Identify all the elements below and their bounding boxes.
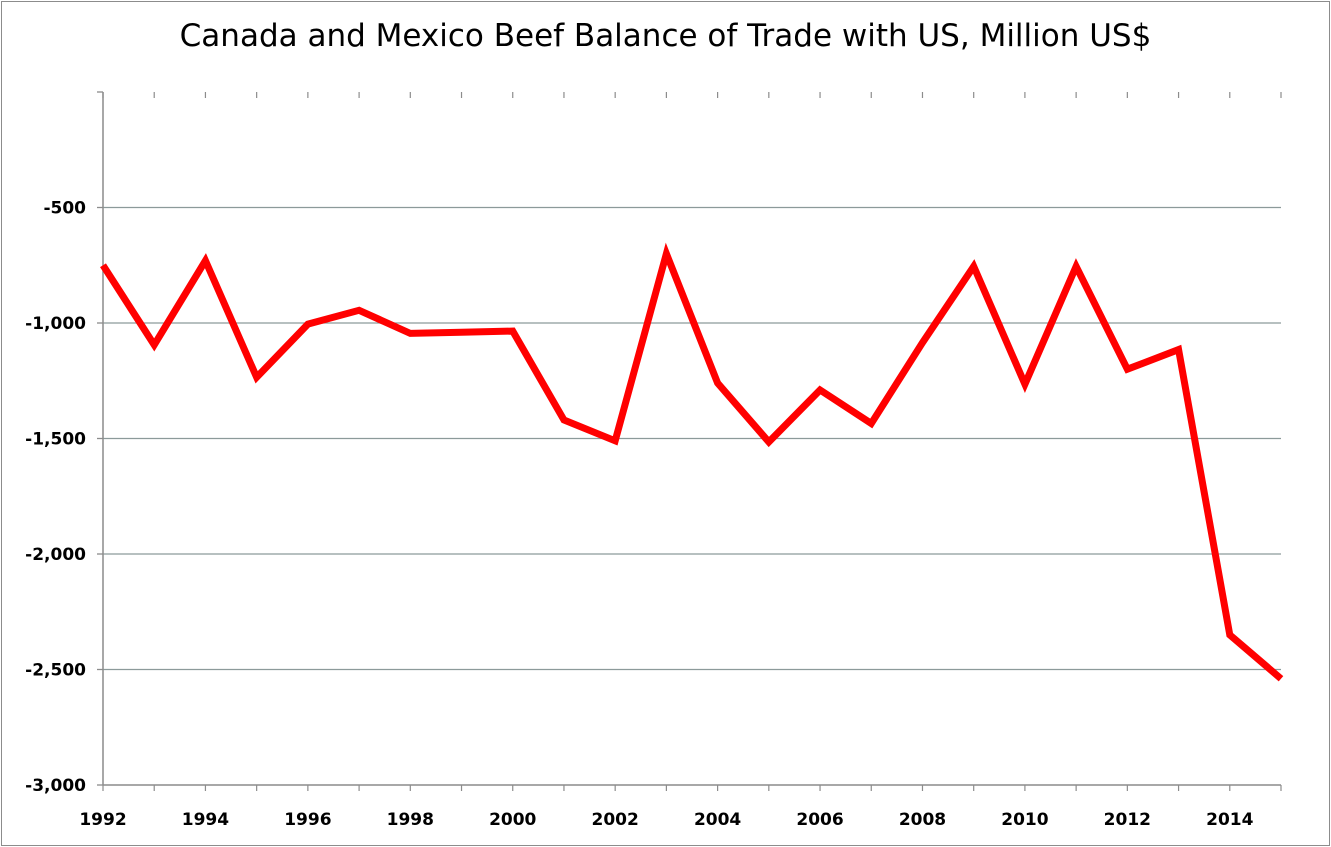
x-tick-label-10: 2012 [1104,810,1151,830]
y-tick-label-1: -2,500 [25,661,86,681]
x-tick-label-9: 2010 [1001,810,1048,830]
x-tick-label-2: 1996 [284,810,331,830]
y-tick-label-4: -1,000 [25,314,86,334]
series-line-0 [100,242,1284,682]
chart-title: Canada and Mexico Beef Balance of Trade … [179,18,1152,54]
x-tick-label-5: 2002 [592,810,639,830]
x-tick-label-8: 2008 [899,810,946,830]
y-tick-label-3: -1,500 [25,430,86,450]
x-tick-label-6: 2004 [694,810,741,830]
series-layer [100,242,1284,682]
x-tick-label-4: 2000 [489,810,536,830]
tick-labels: -3,000 -2,500 -2,000 -1,500 -1,000 -500 1992 19… [25,199,1253,831]
x-tick-label-1: 1994 [182,810,229,830]
x-tick-label-11: 2014 [1206,810,1253,830]
y-tick-label-5: -500 [43,199,86,219]
y-tick-label-2: -2,000 [25,545,86,565]
gridlines [103,206,1281,671]
axes [97,91,1282,791]
x-tick-label-0: 1992 [79,810,126,830]
y-tick-label-0: -3,000 [25,776,86,796]
x-tick-label-7: 2006 [796,810,843,830]
x-tick-label-3: 1998 [387,810,434,830]
